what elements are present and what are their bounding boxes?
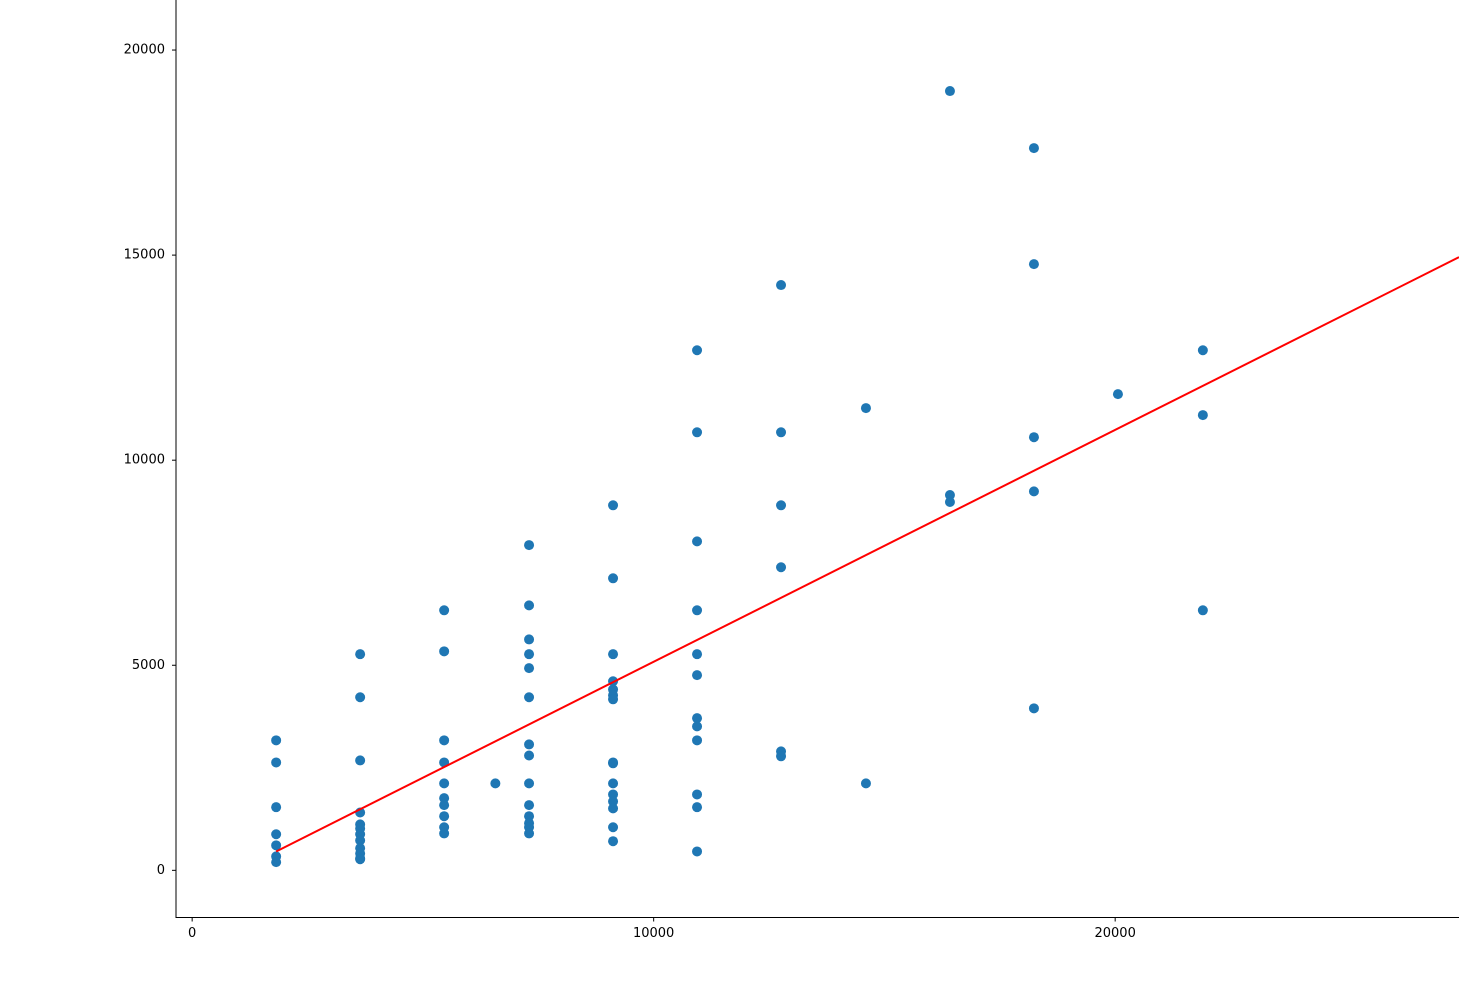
scatter-point <box>692 427 703 438</box>
scatter-point <box>776 751 787 762</box>
scatter-point <box>1197 345 1208 356</box>
scatter-point <box>1028 703 1039 714</box>
scatter-point <box>608 758 619 769</box>
scatter-point <box>944 490 955 501</box>
scatter-point <box>776 562 787 573</box>
scatter-point <box>439 811 450 822</box>
scatter-point <box>355 649 366 660</box>
scatter-point <box>524 739 535 750</box>
scatter-point <box>860 778 871 789</box>
scatter-point <box>524 634 535 645</box>
scatter-point <box>692 802 703 813</box>
scatter-point <box>439 605 450 616</box>
scatter-point <box>692 649 703 660</box>
scatter-point <box>524 800 535 811</box>
x-tick-label: 0 <box>188 926 196 941</box>
scatter-point <box>608 789 619 800</box>
scatter-point <box>692 846 703 857</box>
scatter-point <box>608 822 619 833</box>
scatter-point <box>355 854 366 865</box>
scatter-point <box>1028 432 1039 443</box>
scatter-point <box>271 840 282 851</box>
scatter-point <box>1028 259 1039 270</box>
scatter-point <box>524 649 535 660</box>
scatter-point <box>439 793 450 804</box>
scatter-point <box>1028 143 1039 154</box>
scatter-point <box>355 755 366 766</box>
scatter-point <box>439 828 450 839</box>
y-tick-label: 20000 <box>124 43 165 58</box>
scatter-point <box>944 497 955 508</box>
scatter-point <box>860 403 871 414</box>
y-tick-label: 0 <box>157 863 165 878</box>
scatter-point <box>1197 410 1208 421</box>
scatter-point <box>608 836 619 847</box>
scatter-point <box>1028 486 1039 497</box>
scatter-point <box>608 573 619 584</box>
scatter-point <box>439 735 450 746</box>
scatter-point <box>355 835 366 846</box>
scatter-point <box>608 778 619 789</box>
scatter-point <box>692 605 703 616</box>
scatter-point <box>692 789 703 800</box>
scatter-point <box>524 540 535 551</box>
scatter-point <box>524 828 535 839</box>
scatter-point <box>355 692 366 703</box>
scatter-point <box>271 735 282 746</box>
scatter-point <box>271 857 282 868</box>
scatter-point <box>944 86 955 97</box>
scatter-point <box>524 663 535 674</box>
scatter-point <box>524 600 535 611</box>
scatter-point <box>608 694 619 705</box>
x-tick-label: 10000 <box>633 926 674 941</box>
scatter-point <box>692 345 703 356</box>
scatter-point <box>608 796 619 807</box>
scatter-point <box>439 800 450 811</box>
scatter-point <box>271 829 282 840</box>
y-tick-label: 5000 <box>132 658 165 673</box>
y-tick-label: 15000 <box>124 248 165 263</box>
scatter-point <box>776 427 787 438</box>
scatter-point <box>1197 605 1208 616</box>
scatter-point <box>776 500 787 511</box>
scatter-point <box>524 811 535 822</box>
scatter-point <box>692 721 703 732</box>
scatter-point <box>692 713 703 724</box>
y-tick-label: 10000 <box>124 453 165 468</box>
scatter-point <box>692 536 703 547</box>
scatter-point <box>608 803 619 814</box>
scatter-point <box>524 778 535 789</box>
scatter-point <box>524 692 535 703</box>
fit-line <box>275 256 1459 853</box>
scatter-point <box>608 500 619 511</box>
scatter-point <box>490 778 501 789</box>
scatter-point <box>271 802 282 813</box>
scatter-point <box>439 646 450 657</box>
scatter-point <box>776 280 787 291</box>
scatter-point <box>1112 389 1123 400</box>
scatter-point <box>439 778 450 789</box>
x-tick-label: 20000 <box>1094 926 1135 941</box>
scatter-point <box>692 735 703 746</box>
scatter-point <box>271 757 282 768</box>
scatter-point <box>608 649 619 660</box>
scatter-point <box>524 750 535 761</box>
scatter-point <box>692 670 703 681</box>
